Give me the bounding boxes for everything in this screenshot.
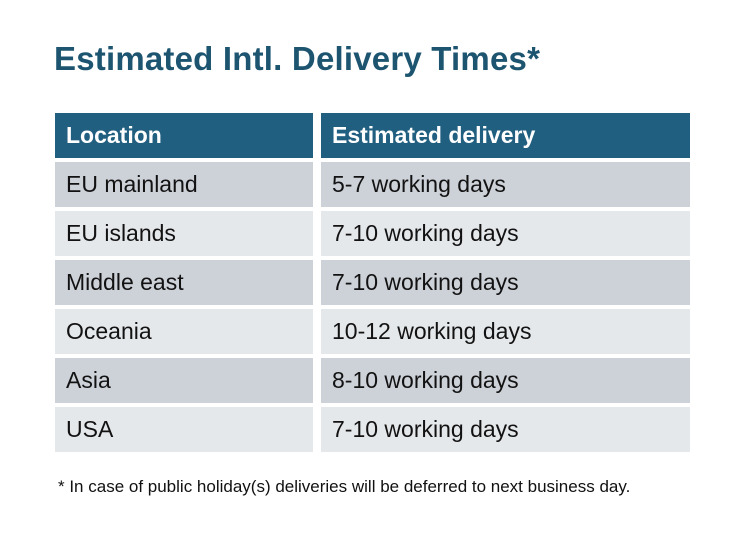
column-header-estimated-delivery: Estimated delivery [321, 113, 690, 158]
page-title: Estimated Intl. Delivery Times* [54, 40, 541, 77]
table-cell-delivery: 5-7 working days [321, 162, 690, 207]
table-cell-delivery: 10-12 working days [321, 309, 690, 354]
table-cell-delivery: 7-10 working days [321, 260, 690, 305]
column-header-location: Location [55, 113, 313, 158]
table-cell-location: Oceania [55, 309, 313, 354]
table-cell-delivery: 8-10 working days [321, 358, 690, 403]
table-cell-delivery: 7-10 working days [321, 407, 690, 452]
table-cell-delivery: 7-10 working days [321, 211, 690, 256]
table-cell-location: EU islands [55, 211, 313, 256]
table-cell-location: Asia [55, 358, 313, 403]
table-cell-location: Middle east [55, 260, 313, 305]
table-cell-location: USA [55, 407, 313, 452]
table-cell-location: EU mainland [55, 162, 313, 207]
footnote-text: * In case of public holiday(s) deliverie… [58, 477, 631, 496]
delivery-times-table: Location Estimated delivery EU mainland … [55, 113, 690, 452]
